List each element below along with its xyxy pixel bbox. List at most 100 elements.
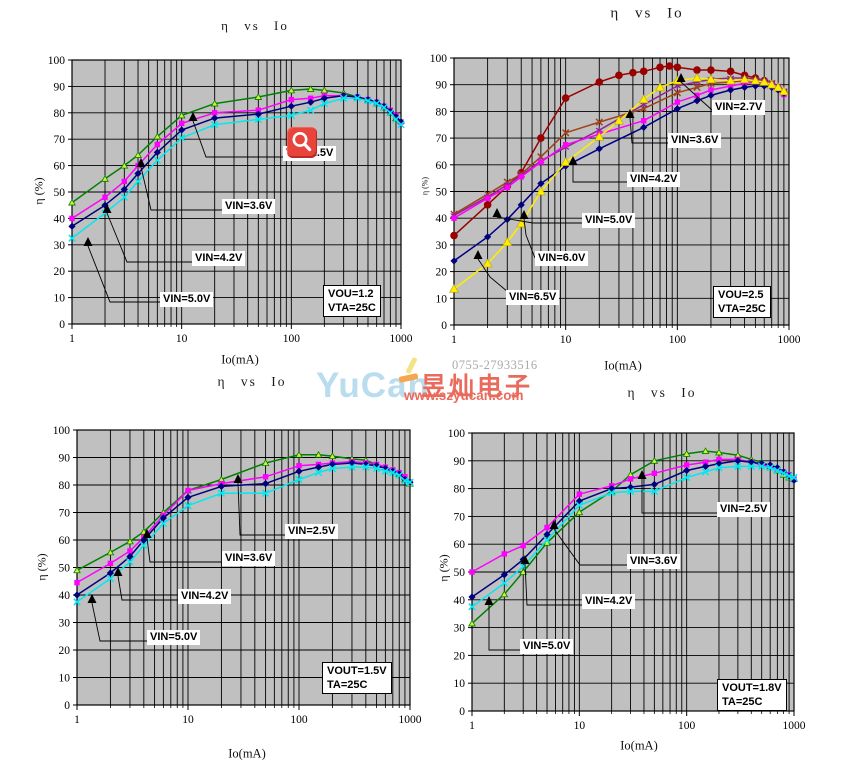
chart-top-right-title: η vs Io bbox=[610, 5, 684, 22]
svg-text:70: 70 bbox=[436, 133, 448, 145]
callout-leader bbox=[637, 470, 717, 514]
callout-leader bbox=[519, 210, 536, 259]
chart-top-left-ylabel: η (%) bbox=[31, 177, 46, 205]
svg-text:1: 1 bbox=[451, 334, 457, 346]
callout-leader bbox=[102, 204, 192, 263]
vin-callout-vin-4.2v: VIN=4.2V bbox=[192, 251, 246, 266]
svg-text:30: 30 bbox=[454, 623, 466, 635]
svg-text:40: 40 bbox=[54, 213, 66, 225]
svg-text:100: 100 bbox=[678, 720, 696, 732]
callout-arrowhead bbox=[136, 158, 146, 167]
svg-text:70: 70 bbox=[454, 511, 466, 523]
svg-text:90: 90 bbox=[59, 453, 71, 465]
condition-box: VOU=1.2 VTA=25C bbox=[323, 285, 381, 317]
callout-arrowhead bbox=[102, 204, 112, 213]
vin-callout-vin-4.2v: VIN=4.2V bbox=[582, 594, 636, 609]
vin-callout-vin-6.0v: VIN=6.0V bbox=[535, 251, 589, 266]
vin-callout-vin-6.5v: VIN=6.5V bbox=[506, 290, 560, 305]
condition-line: TA=25C bbox=[722, 696, 763, 708]
condition-line: VTA=25C bbox=[328, 302, 376, 314]
svg-text:1000: 1000 bbox=[390, 333, 413, 345]
svg-text:20: 20 bbox=[54, 266, 66, 278]
svg-text:1: 1 bbox=[469, 720, 475, 732]
callout-leader bbox=[549, 520, 627, 566]
condition-box: VOU=2.5 VTA=25C bbox=[713, 286, 771, 318]
svg-text:70: 70 bbox=[59, 508, 71, 520]
svg-text:1000: 1000 bbox=[783, 720, 806, 732]
series-vin-5.0v bbox=[73, 463, 414, 606]
chart-top-left-title: η vs Io bbox=[221, 18, 289, 33]
callout-arrowhead bbox=[142, 529, 152, 538]
svg-text:80: 80 bbox=[54, 108, 66, 120]
svg-text:20: 20 bbox=[436, 267, 448, 279]
vin-callout-vin-3.6v: VIN=3.6V bbox=[668, 133, 722, 148]
vin-callout-vin-5.0v: VIN=5.0V bbox=[147, 630, 201, 645]
vin-callout-vin-3.6v: VIN=3.6V bbox=[222, 199, 276, 214]
svg-text:100: 100 bbox=[48, 55, 66, 67]
callout-leader bbox=[142, 529, 222, 563]
callout-arrowhead bbox=[519, 210, 529, 219]
condition-box: VOUT=1.5V TA=25C bbox=[322, 662, 392, 694]
chart-bottom-right-ylabel: η (%) bbox=[436, 554, 451, 582]
svg-text:40: 40 bbox=[59, 590, 71, 602]
callout-leader bbox=[87, 594, 147, 642]
svg-text:90: 90 bbox=[436, 80, 448, 92]
chart-bottom-left-title: η vs Io bbox=[217, 374, 287, 389]
svg-text:1: 1 bbox=[74, 714, 80, 726]
svg-text:1000: 1000 bbox=[399, 714, 422, 726]
svg-text:90: 90 bbox=[454, 456, 466, 468]
callout-leader bbox=[484, 596, 520, 651]
series-vin-5.0v bbox=[68, 94, 405, 242]
svg-text:80: 80 bbox=[59, 480, 71, 492]
callout-leader bbox=[83, 237, 160, 303]
callout-leader bbox=[188, 112, 283, 158]
condition-line: VOUT=1.8V bbox=[722, 682, 782, 694]
condition-box: VOUT=1.8V TA=25C bbox=[717, 679, 787, 711]
condition-line: VOU=1.2 bbox=[328, 288, 374, 300]
svg-text:10: 10 bbox=[54, 293, 66, 305]
zoom-magnifier-icon[interactable] bbox=[287, 127, 317, 158]
svg-text:10: 10 bbox=[59, 673, 71, 685]
vin-callout-vin-5.0v: VIN=5.0V bbox=[520, 639, 574, 654]
callout-leader bbox=[568, 156, 627, 183]
gridlines bbox=[472, 433, 794, 711]
callout-arrowhead bbox=[113, 567, 123, 576]
svg-text:100: 100 bbox=[448, 428, 466, 440]
svg-text:100: 100 bbox=[430, 53, 448, 65]
callout-arrowhead bbox=[188, 112, 198, 121]
callout-leader bbox=[233, 474, 285, 536]
callout-arrowhead bbox=[473, 250, 483, 259]
svg-text:100: 100 bbox=[290, 714, 308, 726]
condition-line: VOUT=1.5V bbox=[327, 665, 387, 677]
svg-text:30: 30 bbox=[54, 240, 66, 252]
svg-text:60: 60 bbox=[54, 161, 66, 173]
svg-text:20: 20 bbox=[454, 650, 466, 662]
callout-arrowhead bbox=[625, 109, 635, 118]
svg-text:50: 50 bbox=[436, 187, 448, 199]
callout-arrowhead bbox=[492, 208, 502, 217]
svg-text:10: 10 bbox=[436, 293, 448, 305]
svg-text:70: 70 bbox=[54, 134, 66, 146]
svg-text:30: 30 bbox=[436, 240, 448, 252]
svg-text:10: 10 bbox=[560, 334, 572, 346]
svg-text:50: 50 bbox=[454, 567, 466, 579]
vin-callout-vin-3.6v: VIN=3.6V bbox=[222, 551, 276, 566]
chart-bottom-right-xlabel: Io(mA) bbox=[620, 738, 658, 753]
svg-text:0: 0 bbox=[59, 319, 65, 331]
svg-text:60: 60 bbox=[436, 160, 448, 172]
callout-leader bbox=[136, 158, 222, 211]
svg-text:0: 0 bbox=[441, 320, 447, 332]
condition-line: TA=25C bbox=[327, 679, 368, 691]
vin-callout-vin-5.0v: VIN=5.0V bbox=[582, 213, 636, 228]
callout-leader bbox=[473, 250, 509, 293]
svg-text:60: 60 bbox=[454, 539, 466, 551]
svg-text:10: 10 bbox=[574, 720, 586, 732]
callout-leader bbox=[625, 109, 668, 144]
